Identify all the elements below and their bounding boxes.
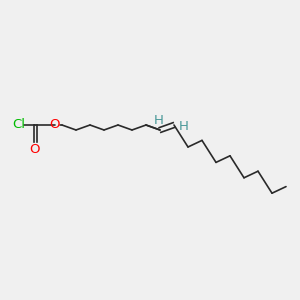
Text: H: H <box>154 113 164 127</box>
Text: O: O <box>30 143 40 156</box>
Text: O: O <box>50 118 60 131</box>
Text: H: H <box>179 121 189 134</box>
Text: Cl: Cl <box>12 118 25 131</box>
